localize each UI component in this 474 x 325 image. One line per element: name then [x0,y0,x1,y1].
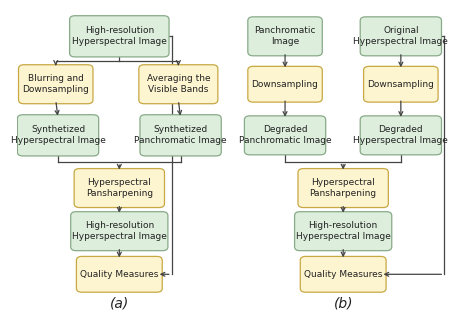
FancyBboxPatch shape [74,169,164,208]
Text: Downsampling: Downsampling [367,80,434,89]
FancyBboxPatch shape [360,17,441,56]
Text: High-resolution
Hyperspectral Image: High-resolution Hyperspectral Image [72,26,167,46]
FancyBboxPatch shape [18,65,93,104]
FancyBboxPatch shape [364,66,438,102]
Text: Downsampling: Downsampling [252,80,319,89]
Text: Hyperspectral
Pansharpening: Hyperspectral Pansharpening [310,178,377,198]
FancyBboxPatch shape [76,256,162,292]
FancyBboxPatch shape [248,66,322,102]
Text: High-resolution
Hyperspectral Image: High-resolution Hyperspectral Image [72,221,167,241]
Text: Quality Measures: Quality Measures [304,270,383,279]
Text: Quality Measures: Quality Measures [80,270,158,279]
FancyBboxPatch shape [70,16,169,57]
Text: Averaging the
Visible Bands: Averaging the Visible Bands [146,74,210,94]
Text: Synthetized
Panchromatic Image: Synthetized Panchromatic Image [134,125,227,145]
Text: Panchromatic
Image: Panchromatic Image [255,26,316,46]
FancyBboxPatch shape [140,115,221,156]
FancyBboxPatch shape [18,115,99,156]
Text: Blurring and
Downsampling: Blurring and Downsampling [22,74,89,94]
FancyBboxPatch shape [294,212,392,251]
FancyBboxPatch shape [139,65,218,104]
Text: Hyperspectral
Pansharpening: Hyperspectral Pansharpening [86,178,153,198]
Text: (a): (a) [109,297,129,311]
Text: (b): (b) [333,297,353,311]
FancyBboxPatch shape [248,17,322,56]
Text: Degraded
Hyperspectral Image: Degraded Hyperspectral Image [354,125,448,145]
Text: Original
Hyperspectral Image: Original Hyperspectral Image [354,26,448,46]
FancyBboxPatch shape [71,212,168,251]
FancyBboxPatch shape [245,116,326,155]
FancyBboxPatch shape [360,116,441,155]
Text: Synthetized
Hyperspectral Image: Synthetized Hyperspectral Image [10,125,105,145]
Text: Degraded
Panchromatic Image: Degraded Panchromatic Image [239,125,331,145]
FancyBboxPatch shape [300,256,386,292]
Text: High-resolution
Hyperspectral Image: High-resolution Hyperspectral Image [296,221,391,241]
FancyBboxPatch shape [298,169,388,208]
